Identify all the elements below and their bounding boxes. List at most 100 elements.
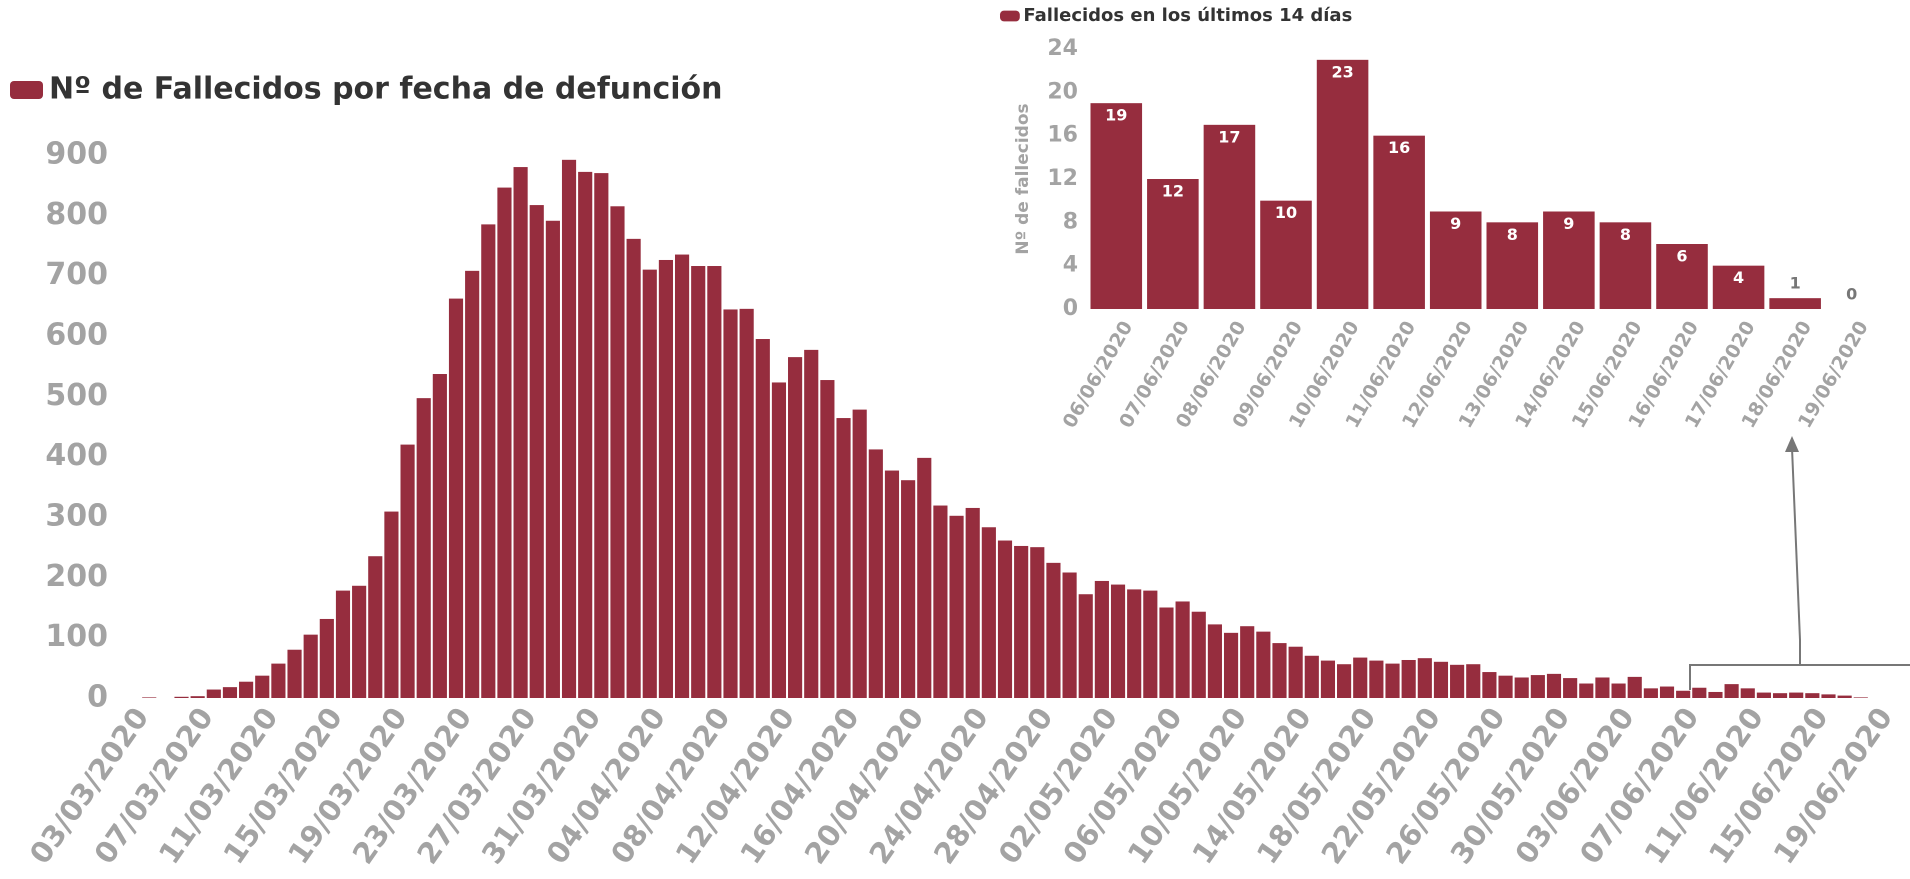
bar: [513, 167, 528, 699]
bar: [1486, 222, 1539, 309]
bar: [836, 418, 851, 698]
value-label: 6: [1676, 247, 1687, 266]
bar: [1805, 693, 1820, 698]
bar: [1789, 692, 1804, 698]
bar: [1385, 663, 1400, 698]
bar: [917, 457, 932, 698]
bar: [1530, 675, 1545, 698]
bar: [561, 159, 577, 698]
bar: [1595, 677, 1610, 698]
bar: [384, 511, 399, 698]
bar: [1320, 660, 1336, 698]
bar: [481, 224, 496, 698]
bar: [1450, 664, 1465, 698]
bar: [1078, 594, 1093, 698]
y-tick-label: 900: [45, 137, 108, 172]
value-label: 9: [1450, 214, 1461, 233]
bar: [432, 374, 447, 698]
bar: [1191, 611, 1206, 698]
bar: [1659, 686, 1675, 698]
bar: [255, 675, 270, 698]
bar: [1643, 688, 1658, 698]
bar: [1337, 664, 1352, 698]
bar: [1203, 124, 1256, 309]
value-label: 17: [1218, 127, 1240, 146]
legend-swatch: [10, 81, 43, 99]
bar: [1837, 695, 1852, 698]
bar: [400, 444, 415, 698]
bar: [416, 398, 431, 698]
bar: [190, 696, 205, 698]
bar: [804, 349, 819, 698]
y-tick-label: 600: [45, 318, 108, 353]
y-tick-label: 16: [1047, 123, 1078, 148]
y-tick-label: 700: [45, 257, 108, 292]
bar: [1369, 660, 1384, 698]
legend-label: Nº de Fallecidos por fecha de defunción: [49, 72, 723, 107]
y-tick-label: 500: [45, 378, 108, 413]
bar: [1769, 298, 1821, 309]
value-label: 16: [1388, 138, 1410, 157]
bar: [1260, 200, 1312, 309]
bar: [1514, 677, 1529, 698]
bar: [965, 507, 980, 698]
bar: [529, 205, 544, 698]
bar: [691, 266, 706, 698]
bar: [933, 505, 948, 698]
value-label: 23: [1331, 62, 1353, 81]
bar: [981, 527, 996, 698]
bar: [820, 380, 835, 698]
bar: [1127, 589, 1142, 698]
bar: [1853, 697, 1868, 698]
bar: [1090, 103, 1143, 310]
bar: [1543, 211, 1595, 309]
bar: [852, 409, 867, 698]
bar: [545, 220, 560, 698]
bar: [1724, 684, 1739, 698]
legend-swatch: [1000, 10, 1020, 22]
arrow: [1791, 447, 1801, 665]
bar: [739, 308, 754, 698]
value-label: 12: [1162, 182, 1184, 201]
bar: [610, 206, 625, 699]
value-label: 1: [1790, 274, 1801, 293]
bar: [1708, 691, 1723, 698]
bar: [1401, 659, 1416, 698]
bar: [1046, 562, 1061, 698]
y-tick-label: 800: [45, 197, 108, 232]
bar: [1712, 265, 1765, 309]
bar: [1207, 624, 1222, 698]
bar: [142, 697, 157, 698]
bar: [1611, 683, 1626, 698]
bar: [1304, 655, 1319, 698]
bar: [1627, 676, 1642, 698]
bar: [1256, 631, 1271, 698]
bar: [1316, 59, 1369, 310]
bar: [319, 618, 334, 698]
y-tick-label: 8: [1063, 209, 1078, 234]
arrow-head: [1785, 436, 1799, 452]
y-tick-label: 12: [1047, 166, 1078, 191]
bar: [1143, 590, 1158, 698]
bar: [1482, 672, 1497, 698]
bar: [1159, 607, 1174, 698]
y-tick-label: 4: [1063, 253, 1078, 278]
bar: [303, 634, 318, 698]
bar: [1821, 694, 1836, 698]
bar: [578, 171, 593, 699]
value-label: 10: [1275, 203, 1297, 222]
bar: [239, 681, 254, 698]
y-tick-label: 20: [1047, 79, 1078, 104]
bar: [1353, 657, 1368, 698]
bar: [335, 590, 351, 698]
bar: [788, 357, 803, 698]
bar: [901, 480, 916, 698]
value-label: 19: [1105, 106, 1127, 125]
bar: [723, 309, 738, 698]
bar: [771, 382, 787, 698]
bar: [222, 687, 238, 698]
bar: [1175, 601, 1190, 698]
bar: [174, 696, 189, 698]
y-tick-label: 400: [45, 438, 108, 473]
